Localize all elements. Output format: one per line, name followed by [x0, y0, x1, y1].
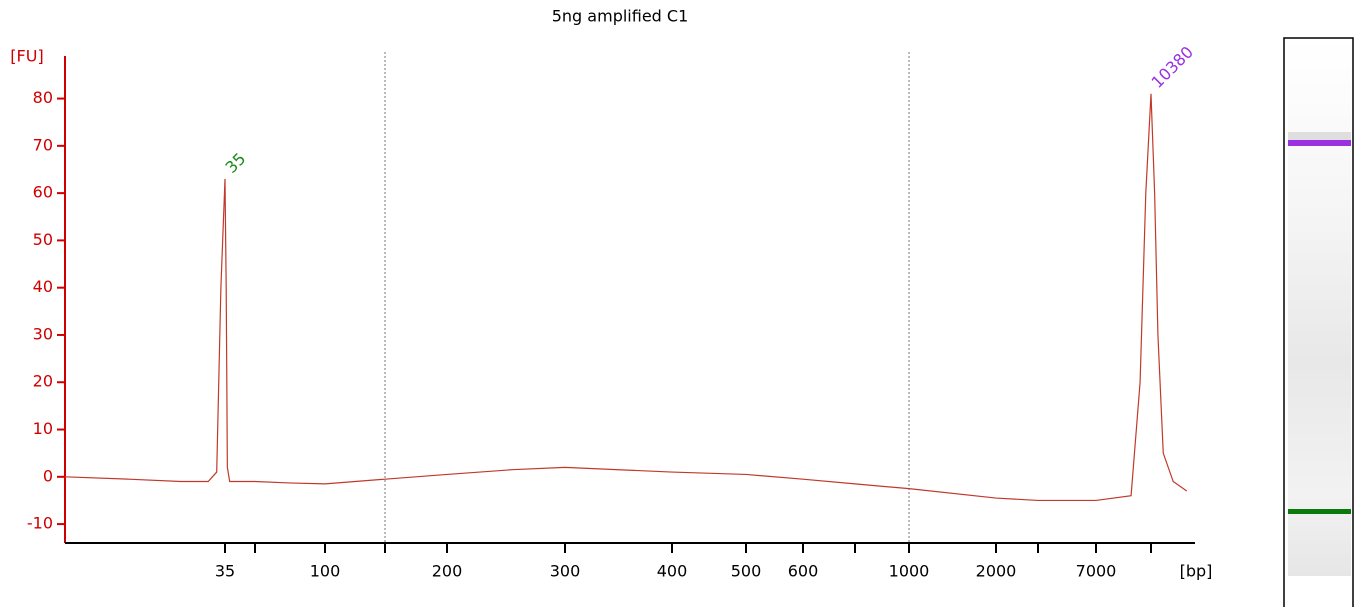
- chart-title: 5ng amplified C1: [552, 7, 689, 26]
- y-tick-label: 50: [33, 230, 53, 249]
- y-tick-label: -10: [27, 514, 53, 533]
- y-tick-label: 30: [33, 324, 53, 343]
- y-tick-label: 40: [33, 277, 53, 296]
- x-tick-label: 500: [731, 562, 762, 581]
- x-tick-label: 35: [215, 562, 235, 581]
- gel-lane: [1283, 37, 1354, 607]
- y-axis-label: [FU]: [10, 47, 43, 66]
- x-tick-label: 600: [788, 562, 819, 581]
- peak-label: 10380: [1148, 42, 1197, 91]
- y-tick-label: 20: [33, 372, 53, 391]
- x-tick-label: 200: [432, 562, 463, 581]
- y-tick-label: 10: [33, 419, 53, 438]
- x-tick-label: 2000: [976, 562, 1017, 581]
- x-axis-label: [bp]: [1180, 562, 1213, 581]
- x-tick-label: 100: [310, 562, 341, 581]
- x-tick-label: 400: [657, 562, 688, 581]
- y-tick-label: 80: [33, 88, 53, 107]
- x-tick-label: 7000: [1076, 562, 1117, 581]
- x-tick-label: 1000: [889, 562, 930, 581]
- y-tick-label: 0: [43, 466, 53, 485]
- y-tick-label: 60: [33, 183, 53, 202]
- peak-label: 35: [222, 149, 250, 177]
- x-tick-label: 300: [550, 562, 581, 581]
- trace: [64, 93, 1188, 502]
- y-tick-label: 70: [33, 135, 53, 154]
